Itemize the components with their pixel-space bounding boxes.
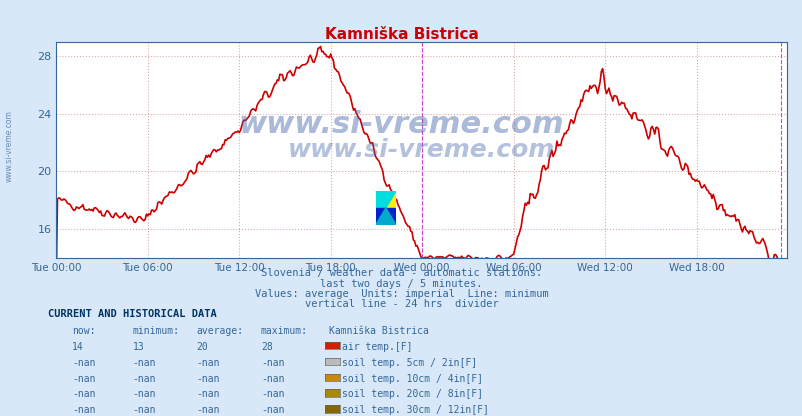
Text: -nan: -nan	[72, 389, 95, 399]
Text: -nan: -nan	[261, 374, 284, 384]
Text: www.si-vreme.com: www.si-vreme.com	[5, 110, 14, 181]
Text: -nan: -nan	[132, 358, 156, 368]
Text: Values: average  Units: imperial  Line: minimum: Values: average Units: imperial Line: mi…	[254, 289, 548, 299]
Text: -nan: -nan	[196, 374, 220, 384]
Text: now:: now:	[72, 326, 95, 336]
Text: -nan: -nan	[72, 358, 95, 368]
Text: -nan: -nan	[132, 374, 156, 384]
Text: -nan: -nan	[261, 389, 284, 399]
Text: soil temp. 30cm / 12in[F]: soil temp. 30cm / 12in[F]	[342, 405, 488, 415]
Bar	[375, 208, 395, 225]
Text: 20: 20	[196, 342, 209, 352]
Text: Slovenia / weather data - automatic stations.: Slovenia / weather data - automatic stat…	[261, 268, 541, 278]
Text: 13: 13	[132, 342, 144, 352]
Text: maximum:: maximum:	[261, 326, 308, 336]
Text: minimum:: minimum:	[132, 326, 180, 336]
Text: 28: 28	[261, 342, 273, 352]
Polygon shape	[375, 208, 395, 225]
Text: -nan: -nan	[132, 389, 156, 399]
Text: -nan: -nan	[72, 374, 95, 384]
Text: -nan: -nan	[261, 358, 284, 368]
Text: -nan: -nan	[72, 405, 95, 415]
Text: CURRENT AND HISTORICAL DATA: CURRENT AND HISTORICAL DATA	[48, 309, 217, 319]
Text: Kamniška Bistrica: Kamniška Bistrica	[329, 326, 428, 336]
Text: -nan: -nan	[132, 405, 156, 415]
Text: www.si-vreme.com: www.si-vreme.com	[238, 110, 564, 139]
Text: 14: 14	[72, 342, 84, 352]
Text: -nan: -nan	[261, 405, 284, 415]
Text: -nan: -nan	[196, 405, 220, 415]
Text: -nan: -nan	[196, 389, 220, 399]
Text: soil temp. 10cm / 4in[F]: soil temp. 10cm / 4in[F]	[342, 374, 483, 384]
Text: average:: average:	[196, 326, 244, 336]
Text: -nan: -nan	[196, 358, 220, 368]
Text: last two days / 5 minutes.: last two days / 5 minutes.	[320, 279, 482, 289]
Text: soil temp. 20cm / 8in[F]: soil temp. 20cm / 8in[F]	[342, 389, 483, 399]
Text: Kamniška Bistrica: Kamniška Bistrica	[324, 27, 478, 42]
Text: vertical line - 24 hrs  divider: vertical line - 24 hrs divider	[304, 299, 498, 309]
Text: soil temp. 5cm / 2in[F]: soil temp. 5cm / 2in[F]	[342, 358, 476, 368]
Text: www.si-vreme.com: www.si-vreme.com	[288, 138, 554, 162]
Bar	[375, 191, 395, 208]
Text: air temp.[F]: air temp.[F]	[342, 342, 412, 352]
Polygon shape	[375, 191, 395, 208]
